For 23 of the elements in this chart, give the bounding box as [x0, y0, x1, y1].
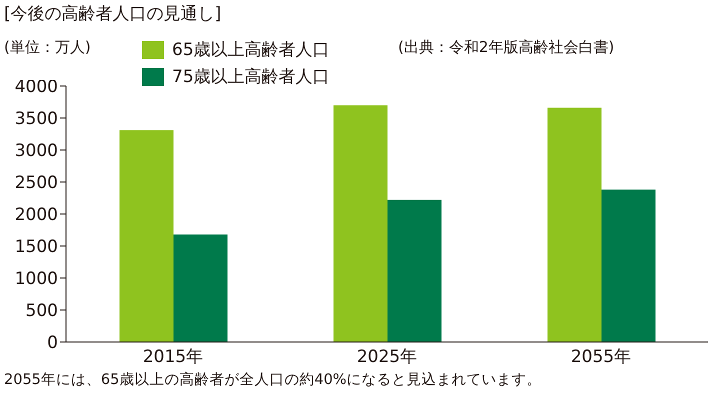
- bar: [334, 105, 388, 342]
- x-tick-label: 2025年: [356, 347, 418, 368]
- y-tick-label: 500: [26, 301, 58, 322]
- x-tick-label: 2055年: [570, 347, 632, 368]
- bar: [388, 200, 442, 342]
- y-tick-label: 1500: [14, 237, 58, 258]
- y-tick-label: 0: [47, 333, 58, 354]
- text: (単位：万人): [4, 38, 91, 57]
- bar: [548, 108, 602, 342]
- x-tick-label: 2015年: [142, 347, 204, 368]
- legend-label: 65歳以上高齢者人口: [172, 39, 330, 61]
- y-tick-label: 1000: [14, 269, 58, 290]
- bar: [174, 234, 228, 342]
- y-tick-label: 3500: [14, 109, 58, 130]
- legend-label: 75歳以上高齢者人口: [172, 66, 330, 88]
- text: (出典：令和2年版高齢社会白書): [398, 38, 614, 57]
- y-tick-label: 2000: [14, 205, 58, 226]
- chart-title: [今後の高齢者人口の見通し]: [4, 3, 222, 25]
- text: 2055年には、65歳以上の高齢者が全人口の約40%になると見込まれています。: [4, 370, 542, 389]
- bar: [120, 130, 174, 342]
- y-tick-label: 2500: [14, 173, 58, 194]
- y-tick-label: 3000: [14, 141, 58, 162]
- bar: [602, 190, 656, 342]
